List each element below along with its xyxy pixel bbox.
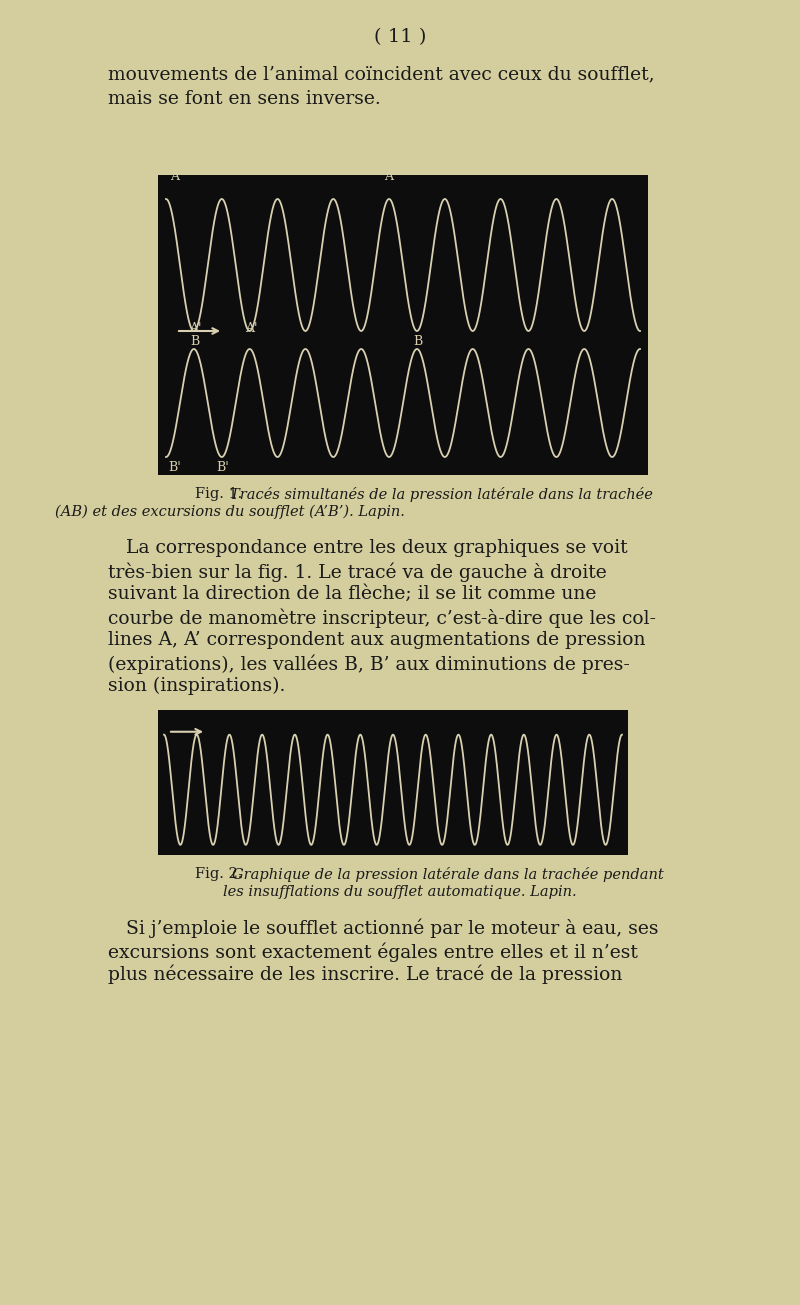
Text: (AB) et des excursions du soufflet (A’B’). Lapin.: (AB) et des excursions du soufflet (A’B’… — [55, 505, 405, 519]
Text: Fig. 1.: Fig. 1. — [195, 487, 251, 501]
Text: courbe de manomètre inscripteur, c’est-à-dire que les col-: courbe de manomètre inscripteur, c’est-à… — [108, 608, 656, 628]
Text: sion (inspirations).: sion (inspirations). — [108, 677, 286, 696]
Text: A: A — [384, 170, 393, 183]
Text: lines A, A’ correspondent aux augmentations de pression: lines A, A’ correspondent aux augmentati… — [108, 632, 646, 649]
Text: A: A — [170, 170, 179, 183]
Text: La correspondance entre les deux graphiques se voit: La correspondance entre les deux graphiq… — [108, 539, 628, 557]
Text: B': B' — [217, 461, 230, 474]
Text: B: B — [413, 335, 422, 348]
Text: (expirations), les vallées B, B’ aux diminutions de pres-: (expirations), les vallées B, B’ aux dim… — [108, 654, 630, 673]
Text: A': A' — [245, 322, 257, 335]
Text: A': A' — [189, 322, 202, 335]
Text: très-bien sur la fig. 1. Le tracé va de gauche à droite: très-bien sur la fig. 1. Le tracé va de … — [108, 562, 606, 582]
Bar — [158, 710, 628, 855]
Text: B': B' — [168, 461, 181, 474]
Text: Graphique de la pression latérale dans la trachée pendant: Graphique de la pression latérale dans l… — [232, 867, 664, 882]
Text: excursions sont exactement égales entre elles et il n’est: excursions sont exactement égales entre … — [108, 942, 638, 962]
Text: ( 11 ): ( 11 ) — [374, 27, 426, 46]
Text: les insufflations du soufflet automatique. Lapin.: les insufflations du soufflet automatiqu… — [223, 885, 577, 899]
Text: Tracés simultanés de la pression latérale dans la trachée: Tracés simultanés de la pression latéral… — [230, 487, 653, 502]
Text: mais se font en sens inverse.: mais se font en sens inverse. — [108, 90, 381, 108]
Text: mouvements de l’animal coïncident avec ceux du soufflet,: mouvements de l’animal coïncident avec c… — [108, 65, 654, 84]
Text: suivant la direction de la flèche; il se lit comme une: suivant la direction de la flèche; il se… — [108, 585, 596, 603]
Text: Si j’emploie le soufflet actionné par le moteur à eau, ses: Si j’emploie le soufflet actionné par le… — [108, 919, 658, 938]
Text: plus nécessaire de les inscrire. Le tracé de la pression: plus nécessaire de les inscrire. Le trac… — [108, 964, 622, 984]
Text: Fig. 2.: Fig. 2. — [195, 867, 247, 881]
Text: B: B — [190, 335, 199, 348]
Bar — [158, 175, 648, 475]
